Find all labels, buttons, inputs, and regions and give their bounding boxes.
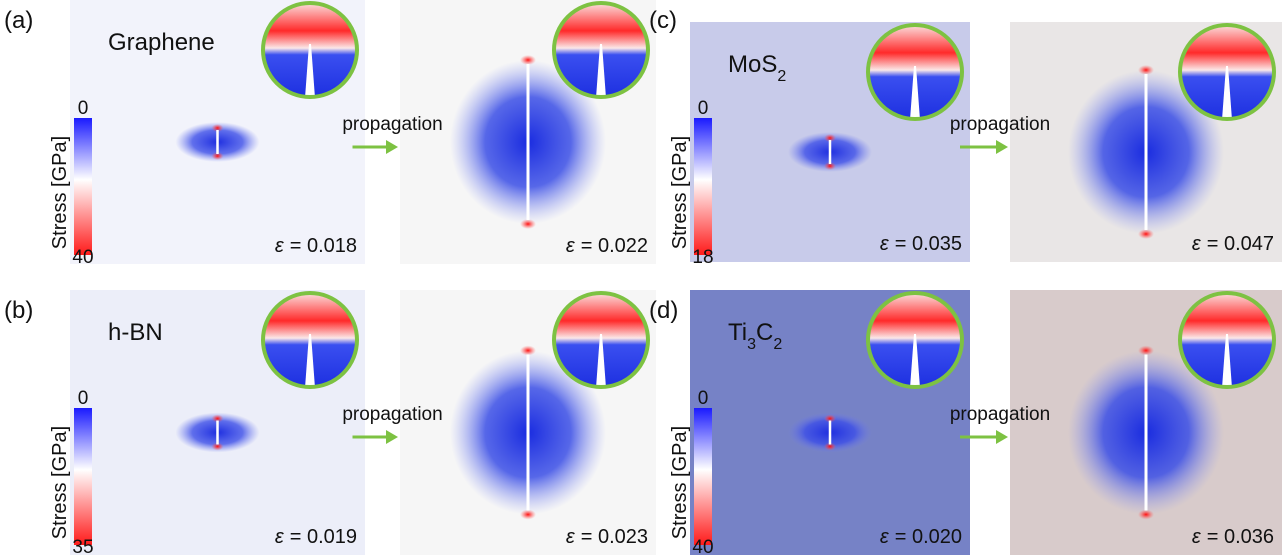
material-part: Ti: [728, 319, 747, 346]
tip-stress: [1138, 65, 1154, 75]
atomic-inset: [1179, 292, 1275, 388]
atomic-inset: [553, 292, 649, 388]
atomic-inset: [867, 24, 963, 120]
atomic-inset: [262, 2, 358, 98]
colorbar-max: 40: [692, 537, 713, 555]
strain-value: = 0.047: [1207, 233, 1274, 255]
panel-label: (b): [4, 297, 33, 324]
strain-symbol: ε: [880, 526, 890, 548]
material-name: h-BN: [108, 319, 163, 346]
panel-label: (a): [4, 7, 33, 34]
colorbar-max: 40: [72, 247, 93, 268]
colorbar: [74, 118, 92, 255]
colorbar-title: Stress [GPa]: [49, 136, 71, 249]
colorbar: [694, 118, 712, 255]
strain-symbol: ε: [1192, 526, 1202, 548]
colorbar-title: Stress [GPa]: [669, 136, 691, 249]
arrow-label: propagation: [342, 404, 442, 425]
arrow-head: [386, 430, 398, 444]
material-part: Graphene: [108, 29, 215, 56]
arrow-label: propagation: [950, 114, 1050, 135]
strain-value: = 0.035: [895, 233, 962, 255]
strain-value: = 0.023: [581, 526, 648, 548]
tip-stress: [1138, 510, 1154, 520]
colorbar: [694, 408, 712, 545]
atomic-inset: [553, 2, 649, 98]
strain-value: = 0.036: [1207, 526, 1274, 548]
tip-stress: [1138, 346, 1154, 356]
panel-label: (d): [649, 297, 678, 324]
material-part: C: [756, 319, 773, 346]
panel: (c)ε= 0.035ε= 0.047MoS2018Stress [GPa]pr…: [649, 7, 1282, 268]
strain-value: = 0.022: [581, 235, 648, 257]
colorbar-max: 18: [692, 247, 713, 268]
strain-symbol: ε: [275, 235, 285, 257]
strain-symbol: ε: [1192, 233, 1202, 255]
strain-symbol: ε: [880, 233, 890, 255]
arrow-head: [386, 140, 398, 154]
atomic-inset: [1179, 24, 1275, 120]
arrow-label: propagation: [950, 404, 1050, 425]
strain-value: = 0.019: [290, 526, 357, 548]
material-part: 2: [773, 336, 782, 353]
colorbar-min: 0: [78, 98, 89, 119]
colorbar-title: Stress [GPa]: [669, 426, 691, 539]
material-name: Graphene: [108, 29, 215, 56]
strain-symbol: ε: [566, 526, 576, 548]
panel-label: (c): [649, 7, 677, 34]
colorbar-max: 35: [72, 537, 93, 555]
material-part: h-BN: [108, 319, 163, 346]
arrow-head: [996, 140, 1008, 154]
strain-symbol: ε: [566, 235, 576, 257]
arrow-label: propagation: [342, 114, 442, 135]
figure: (a)ε= 0.018ε= 0.022Graphene040Stress [GP…: [0, 0, 1288, 555]
material-part: 3: [747, 336, 756, 353]
tip-stress: [520, 219, 536, 229]
arrow-head: [996, 430, 1008, 444]
tip-stress: [1138, 229, 1154, 239]
colorbar: [74, 408, 92, 545]
atomic-inset: [262, 292, 358, 388]
colorbar-min: 0: [78, 388, 89, 409]
material-part: MoS: [728, 51, 777, 78]
tip-stress: [520, 510, 536, 520]
tip-stress: [520, 55, 536, 65]
strain-symbol: ε: [275, 526, 285, 548]
strain-value: = 0.018: [290, 235, 357, 257]
material-part: 2: [777, 68, 786, 85]
colorbar-min: 0: [698, 388, 709, 409]
colorbar-min: 0: [698, 98, 709, 119]
page: {"panels": [ {"label": "(a)", "material"…: [0, 0, 1288, 555]
tip-stress: [520, 346, 536, 356]
atomic-inset: [867, 292, 963, 388]
strain-value: = 0.020: [895, 526, 962, 548]
colorbar-title: Stress [GPa]: [49, 426, 71, 539]
